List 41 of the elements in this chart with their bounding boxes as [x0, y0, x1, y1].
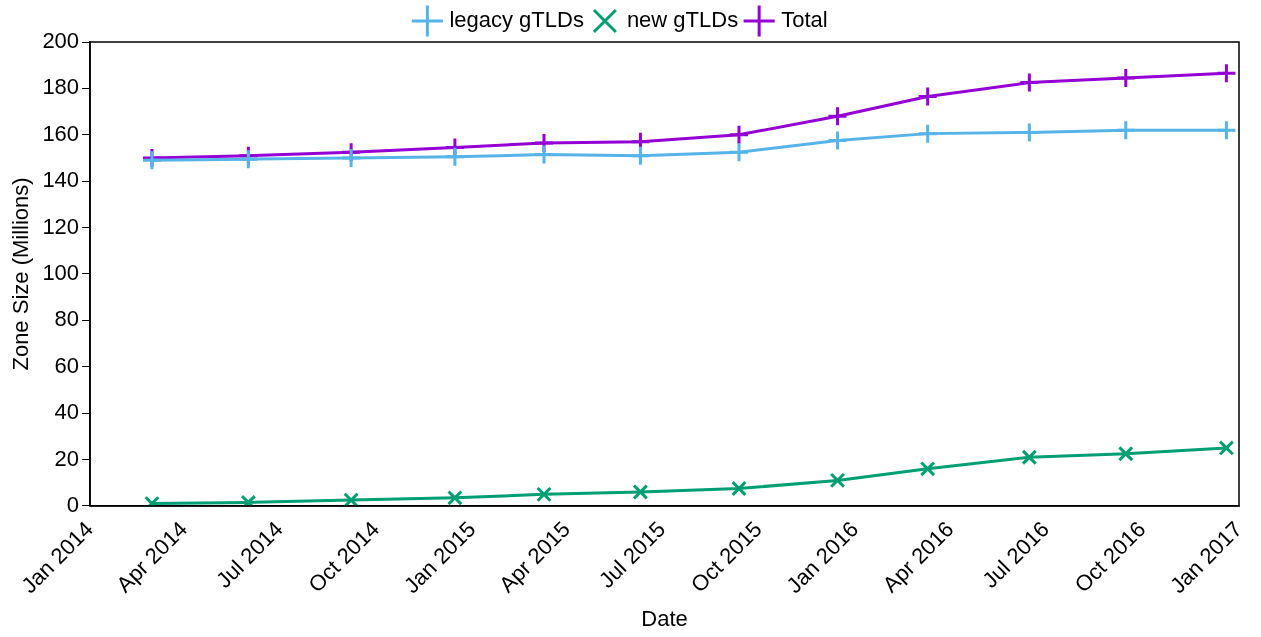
point [444, 146, 466, 168]
point [728, 141, 750, 163]
point [340, 147, 362, 169]
legend-label: legacy gTLDs [449, 7, 584, 33]
point [632, 484, 649, 500]
legend-label: new gTLDs [626, 7, 739, 33]
y-axis-title: Zone Size (Millions) [8, 177, 34, 371]
point [827, 130, 849, 152]
point [1215, 62, 1237, 84]
point [919, 460, 936, 477]
point [533, 144, 555, 165]
point [1218, 440, 1235, 456]
point [1115, 67, 1137, 89]
point [827, 105, 849, 127]
y-tick-label: 100 [42, 260, 80, 286]
point [731, 480, 747, 497]
point [536, 486, 552, 503]
y-tick-label: 140 [42, 167, 80, 193]
point [1021, 449, 1038, 466]
point [917, 86, 939, 108]
point [728, 124, 750, 146]
point [1018, 72, 1040, 94]
x-axis-title: Date [641, 605, 688, 631]
y-tick-label: 160 [42, 120, 80, 146]
point [447, 489, 463, 506]
y-tick-label: 180 [42, 74, 80, 100]
y-tick-label: 60 [54, 352, 80, 378]
point [1117, 445, 1134, 462]
point [343, 492, 359, 506]
y-tick-label: 80 [54, 306, 80, 332]
point [1215, 119, 1237, 141]
y-tick-label: 20 [54, 445, 80, 471]
y-tick-label: 120 [42, 213, 80, 239]
y-tick-label: 0 [66, 491, 80, 517]
point [829, 472, 846, 489]
legend-label: Total [781, 7, 828, 33]
y-tick-label: 40 [54, 399, 80, 425]
y-tick-label: 200 [42, 28, 80, 54]
point [1115, 119, 1137, 141]
point [629, 145, 651, 167]
point [917, 123, 939, 145]
